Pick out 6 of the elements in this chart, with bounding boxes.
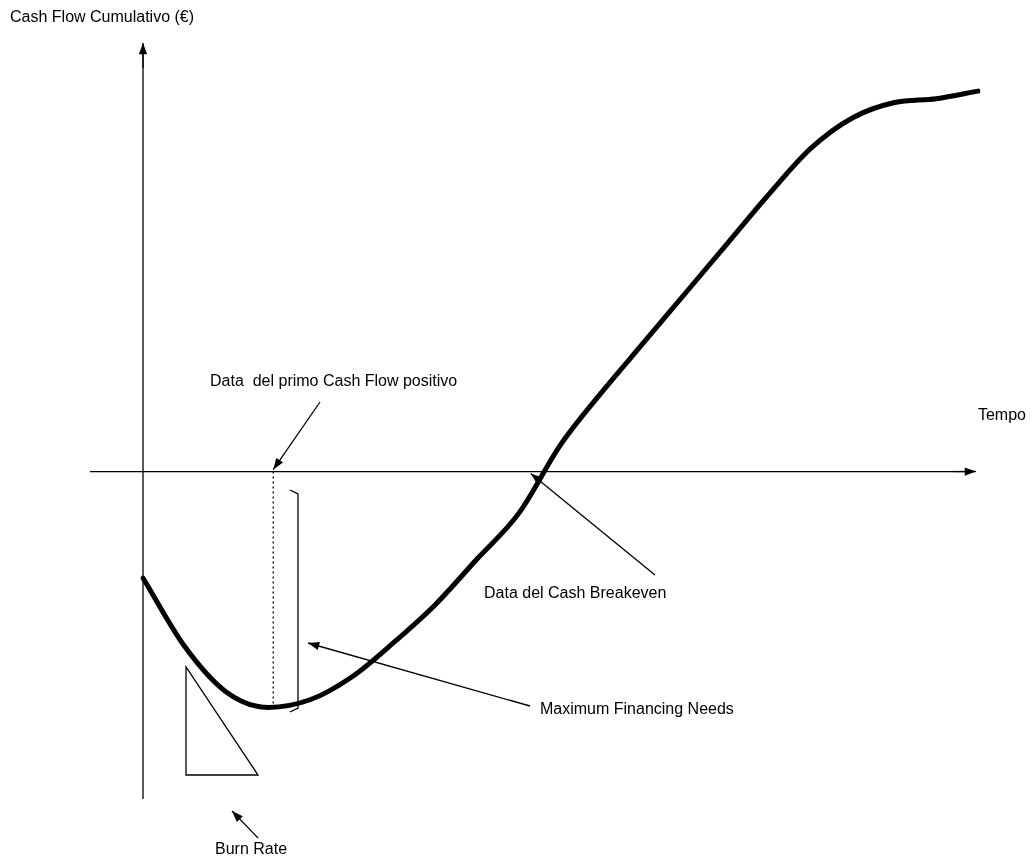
annotation: Maximum Financing Needs [540, 700, 734, 717]
x-axis-title: Tempo [977, 405, 1027, 423]
y-axis-title: Cash Flow Cumulativo (€) [10, 8, 195, 25]
text: Burn Rate [215, 840, 288, 857]
annotation: Data del primo Cash Flow positivo [210, 372, 458, 389]
annotation: Data del Cash Breakeven [484, 584, 667, 601]
